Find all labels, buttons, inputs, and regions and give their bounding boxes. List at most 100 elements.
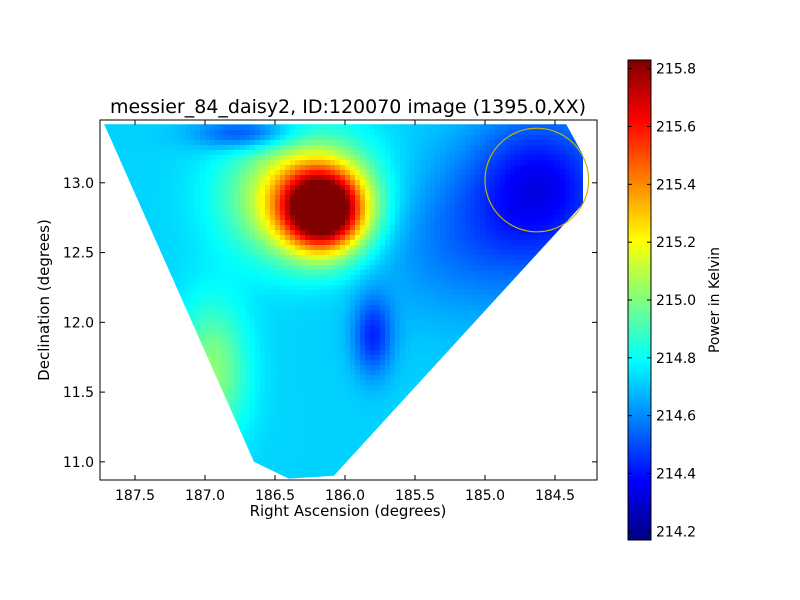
heatmap-cell — [125, 185, 131, 191]
heatmap-cell — [180, 385, 186, 391]
heatmap-cell — [180, 405, 186, 411]
heatmap-cell — [240, 260, 246, 266]
heatmap-cell — [285, 180, 291, 186]
heatmap-cell — [195, 170, 201, 176]
heatmap-cell — [175, 255, 181, 261]
heatmap-cell — [165, 280, 171, 286]
heatmap-cell — [140, 155, 146, 161]
heatmap-cell — [160, 220, 166, 226]
heatmap-cell — [425, 290, 431, 296]
heatmap-cell — [215, 210, 221, 216]
heatmap-cell — [220, 435, 226, 441]
heatmap-cell — [155, 130, 161, 136]
heatmap-cell — [140, 350, 146, 356]
heatmap-cell — [365, 320, 371, 326]
heatmap-cell — [165, 315, 171, 321]
heatmap-cell — [245, 450, 251, 456]
heatmap-cell — [420, 235, 426, 241]
heatmap-cell — [245, 140, 251, 146]
heatmap-cell — [210, 280, 216, 286]
heatmap-cell — [220, 130, 226, 136]
heatmap-cell — [305, 215, 311, 221]
heatmap-cell — [295, 420, 301, 426]
heatmap-cell — [320, 195, 326, 201]
heatmap-cell — [130, 450, 136, 456]
heatmap-cell — [220, 470, 226, 476]
heatmap-cell — [170, 355, 176, 361]
heatmap-cell — [240, 465, 246, 471]
heatmap-cell — [185, 215, 191, 221]
heatmap-cell — [420, 460, 426, 466]
heatmap-cell — [335, 320, 341, 326]
heatmap-cell — [425, 270, 431, 276]
heatmap-cell — [400, 355, 406, 361]
heatmap-cell — [420, 160, 426, 166]
heatmap-cell — [265, 445, 271, 451]
heatmap-cell — [104, 455, 106, 461]
heatmap-cell — [335, 395, 341, 401]
heatmap-cell — [325, 300, 331, 306]
heatmap-cell — [110, 225, 116, 231]
heatmap-cell — [190, 320, 196, 326]
heatmap-cell — [245, 200, 251, 206]
heatmap-cell — [170, 130, 176, 136]
heatmap-cell — [104, 270, 106, 276]
heatmap-cell — [370, 305, 376, 311]
heatmap-cell — [395, 345, 401, 351]
heatmap-cell — [360, 415, 366, 421]
heatmap-cell — [410, 455, 416, 461]
heatmap-cell — [270, 135, 276, 141]
heatmap-cell — [110, 365, 116, 371]
heatmap-cell — [330, 395, 336, 401]
heatmap-cell — [325, 420, 331, 426]
heatmap-cell — [310, 195, 316, 201]
heatmap-cell — [275, 450, 281, 456]
heatmap-cell — [125, 335, 131, 341]
heatmap-cell — [290, 340, 296, 346]
heatmap-cell — [240, 124, 246, 126]
heatmap-cell — [420, 425, 426, 431]
heatmap-cell — [430, 135, 436, 141]
heatmap-cell — [150, 470, 156, 476]
heatmap-cell — [145, 220, 151, 226]
heatmap-cell — [290, 235, 296, 241]
heatmap-cell — [270, 180, 276, 186]
heatmap-cell — [235, 425, 241, 431]
heatmap-cell — [250, 300, 256, 306]
heatmap-cell — [325, 185, 331, 191]
heatmap-cell — [170, 415, 176, 421]
heatmap-cell — [130, 300, 136, 306]
heatmap-cell — [145, 440, 151, 446]
heatmap-cell — [430, 275, 436, 281]
heatmap-cell — [180, 425, 186, 431]
heatmap-cell — [300, 400, 306, 406]
heatmap-cell — [350, 130, 356, 136]
heatmap-cell — [440, 390, 446, 396]
heatmap-cell — [185, 400, 191, 406]
heatmap-cell — [440, 205, 446, 211]
heatmap-cell — [265, 124, 271, 126]
heatmap-cell — [310, 125, 316, 131]
heatmap-cell — [165, 240, 171, 246]
heatmap-cell — [440, 230, 446, 236]
heatmap-cell — [330, 305, 336, 311]
heatmap-cell — [225, 325, 231, 331]
heatmap-cell — [300, 455, 306, 461]
heatmap-cell — [405, 270, 411, 276]
heatmap-cell — [195, 385, 201, 391]
heatmap-cell — [435, 140, 441, 146]
heatmap-cell — [285, 405, 291, 411]
heatmap-cell — [210, 170, 216, 176]
heatmap-cell — [265, 335, 271, 341]
heatmap-cell — [160, 145, 166, 151]
heatmap-cell — [340, 245, 346, 251]
heatmap-cell — [440, 290, 446, 296]
heatmap-cell — [135, 355, 141, 361]
heatmap-cell — [305, 260, 311, 266]
heatmap-cell — [270, 370, 276, 376]
heatmap-cell — [345, 215, 351, 221]
heatmap-cell — [215, 290, 221, 296]
heatmap-cell — [445, 210, 451, 216]
heatmap-cell — [385, 275, 391, 281]
heatmap-cell — [405, 455, 411, 461]
